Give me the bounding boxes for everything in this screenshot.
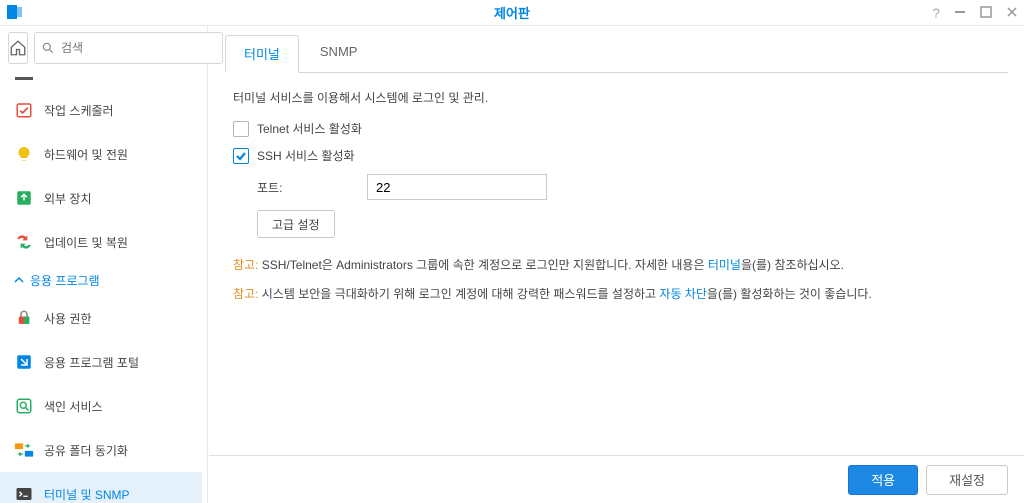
footer: 적용 재설정	[209, 455, 1024, 503]
search-input-wrap[interactable]	[34, 32, 223, 64]
sidebar-item-task-scheduler[interactable]: 작업 스케줄러	[0, 88, 207, 132]
note-prefix: 참고:	[233, 287, 258, 301]
generic-icon	[14, 70, 34, 88]
refresh-pair-icon	[14, 232, 34, 252]
upload-square-icon	[14, 188, 34, 208]
window-title: 제어판	[0, 3, 1024, 22]
note-1: 참고: SSH/Telnet은 Administrators 그룹에 속한 계정…	[233, 256, 1000, 275]
reset-button[interactable]: 재설정	[926, 465, 1008, 495]
ssh-checkbox[interactable]	[233, 148, 249, 164]
sidebar-nav: 작업 스케줄러 하드웨어 및 전원 외부 장치 업데이트 및 복원 응용 프로그…	[0, 70, 207, 503]
sidebar-item-label: 외부 장치	[44, 190, 92, 207]
sidebar-item-label: 사용 권한	[44, 310, 92, 327]
calendar-check-icon	[14, 100, 34, 120]
sidebar-item-hardware-power[interactable]: 하드웨어 및 전원	[0, 132, 207, 176]
note-2: 참고: 시스템 보안을 극대화하기 위해 로그인 계정에 대해 강력한 패스워드…	[233, 285, 1000, 304]
advanced-settings-button[interactable]: 고급 설정	[257, 210, 335, 238]
terminal-icon	[14, 484, 34, 503]
app-icon	[4, 2, 26, 24]
sidebar-item-label: 업데이트 및 복원	[44, 234, 128, 251]
sidebar-item-label: 응용 프로그램 포털	[44, 354, 139, 371]
close-icon[interactable]	[1006, 6, 1018, 20]
tab-snmp[interactable]: SNMP	[301, 35, 377, 73]
note-body: 시스템 보안을 극대화하기 위해 로그인 계정에 대해 강력한 패스워드를 설정…	[258, 287, 659, 301]
sidebar-item-label: 하드웨어 및 전원	[44, 146, 128, 163]
magnify-box-icon	[14, 396, 34, 416]
sidebar-item-terminal-snmp[interactable]: 터미널 및 SNMP	[0, 472, 207, 503]
home-icon	[9, 39, 27, 57]
sidebar-item-label: 공유 폴더 동기화	[44, 442, 128, 459]
search-icon	[41, 41, 55, 55]
ssh-label: SSH 서비스 활성화	[257, 147, 355, 164]
sidebar-item-external-devices[interactable]: 외부 장치	[0, 176, 207, 220]
sidebar-item-partial[interactable]	[0, 70, 207, 88]
sidebar-item-app-portal[interactable]: 응용 프로그램 포털	[0, 340, 207, 384]
search-input[interactable]	[61, 41, 216, 55]
sidebar-item-label: 색인 서비스	[44, 398, 103, 415]
tab-terminal[interactable]: 터미널	[225, 35, 299, 73]
window-titlebar: 제어판 ?	[0, 0, 1024, 26]
minimize-icon[interactable]	[954, 6, 966, 20]
terminal-link[interactable]: 터미널	[708, 258, 741, 272]
lock-split-icon	[14, 308, 34, 328]
sidebar-item-label: 터미널 및 SNMP	[44, 486, 130, 503]
port-label: 포트:	[257, 179, 367, 196]
autoblock-link[interactable]: 자동 차단	[659, 287, 707, 301]
note-suffix: 을(를) 활성화하는 것이 좋습니다.	[707, 287, 872, 301]
bulb-icon	[14, 144, 34, 164]
portal-icon	[14, 352, 34, 372]
note-body: SSH/Telnet은 Administrators 그룹에 속한 계정으로 로…	[258, 258, 707, 272]
sync-folders-icon	[14, 440, 34, 460]
tabs: 터미널 SNMP	[225, 26, 1008, 73]
port-input[interactable]	[367, 174, 547, 200]
main-panel: 터미널 SNMP 터미널 서비스를 이용해서 시스템에 로그인 및 관리. Te…	[208, 26, 1024, 503]
sidebar-item-shared-folder-sync[interactable]: 공유 폴더 동기화	[0, 428, 207, 472]
help-icon[interactable]: ?	[932, 6, 940, 20]
sidebar-item-update-restore[interactable]: 업데이트 및 복원	[0, 220, 207, 264]
content-description: 터미널 서비스를 이용해서 시스템에 로그인 및 관리.	[233, 89, 1000, 106]
telnet-label: Telnet 서비스 활성화	[257, 120, 362, 137]
note-prefix: 참고:	[233, 258, 258, 272]
sidebar-item-label: 작업 스케줄러	[44, 102, 114, 119]
sidebar: 작업 스케줄러 하드웨어 및 전원 외부 장치 업데이트 및 복원 응용 프로그…	[0, 26, 208, 503]
content-area: 터미널 서비스를 이용해서 시스템에 로그인 및 관리. Telnet 서비스 …	[209, 73, 1024, 455]
sidebar-item-indexing-service[interactable]: 색인 서비스	[0, 384, 207, 428]
sidebar-item-privileges[interactable]: 사용 권한	[0, 296, 207, 340]
maximize-icon[interactable]	[980, 6, 992, 20]
telnet-checkbox[interactable]	[233, 121, 249, 137]
sidebar-section-applications[interactable]: 응용 프로그램	[0, 264, 207, 296]
sidebar-section-label: 응용 프로그램	[30, 272, 100, 289]
note-suffix: 을(를) 참조하십시오.	[741, 258, 844, 272]
home-button[interactable]	[8, 32, 28, 64]
chevron-up-icon	[14, 275, 24, 285]
apply-button[interactable]: 적용	[848, 465, 918, 495]
